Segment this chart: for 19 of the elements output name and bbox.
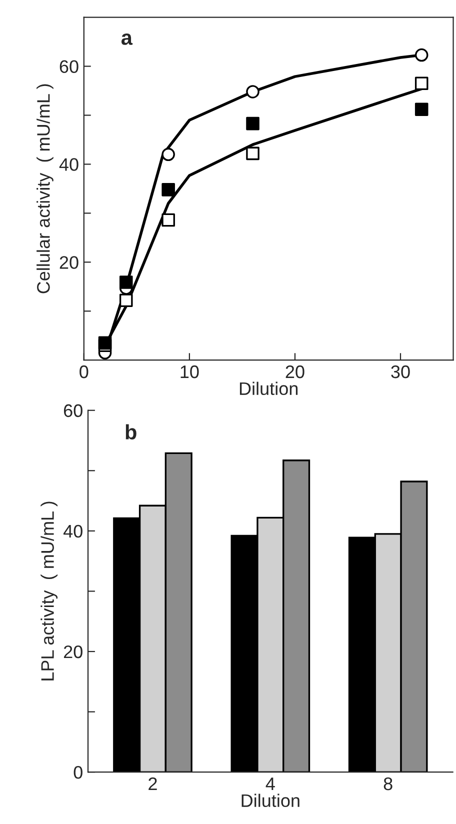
- x-tick-label: 8: [384, 777, 392, 790]
- y-tick-label: 60: [60, 60, 78, 73]
- x-tick-label: 10: [180, 365, 199, 378]
- y-axis-title: LPL activity ( mU/mL ): [40, 502, 58, 680]
- y-tick-label: 20: [60, 256, 78, 269]
- x-axis-title: Dilution: [242, 794, 300, 808]
- annotation: a: [121, 34, 133, 45]
- y-tick-label: 40: [59, 158, 78, 171]
- y-tick-label: 40: [63, 524, 82, 538]
- annotation: b: [126, 424, 136, 440]
- y-axis-title: Cellular activity ( mU/mL ): [36, 84, 54, 294]
- x-tick-label: 2: [148, 777, 157, 790]
- x-tick-label: 20: [286, 365, 304, 378]
- x-tick-label: 4: [266, 778, 275, 790]
- y-tick-label: 60: [64, 404, 82, 418]
- x-axis-title: Dilution: [240, 382, 298, 396]
- x-tick-label: 30: [391, 365, 410, 378]
- y-tick-label: 0: [74, 766, 82, 779]
- y-tick-label: 20: [64, 645, 82, 658]
